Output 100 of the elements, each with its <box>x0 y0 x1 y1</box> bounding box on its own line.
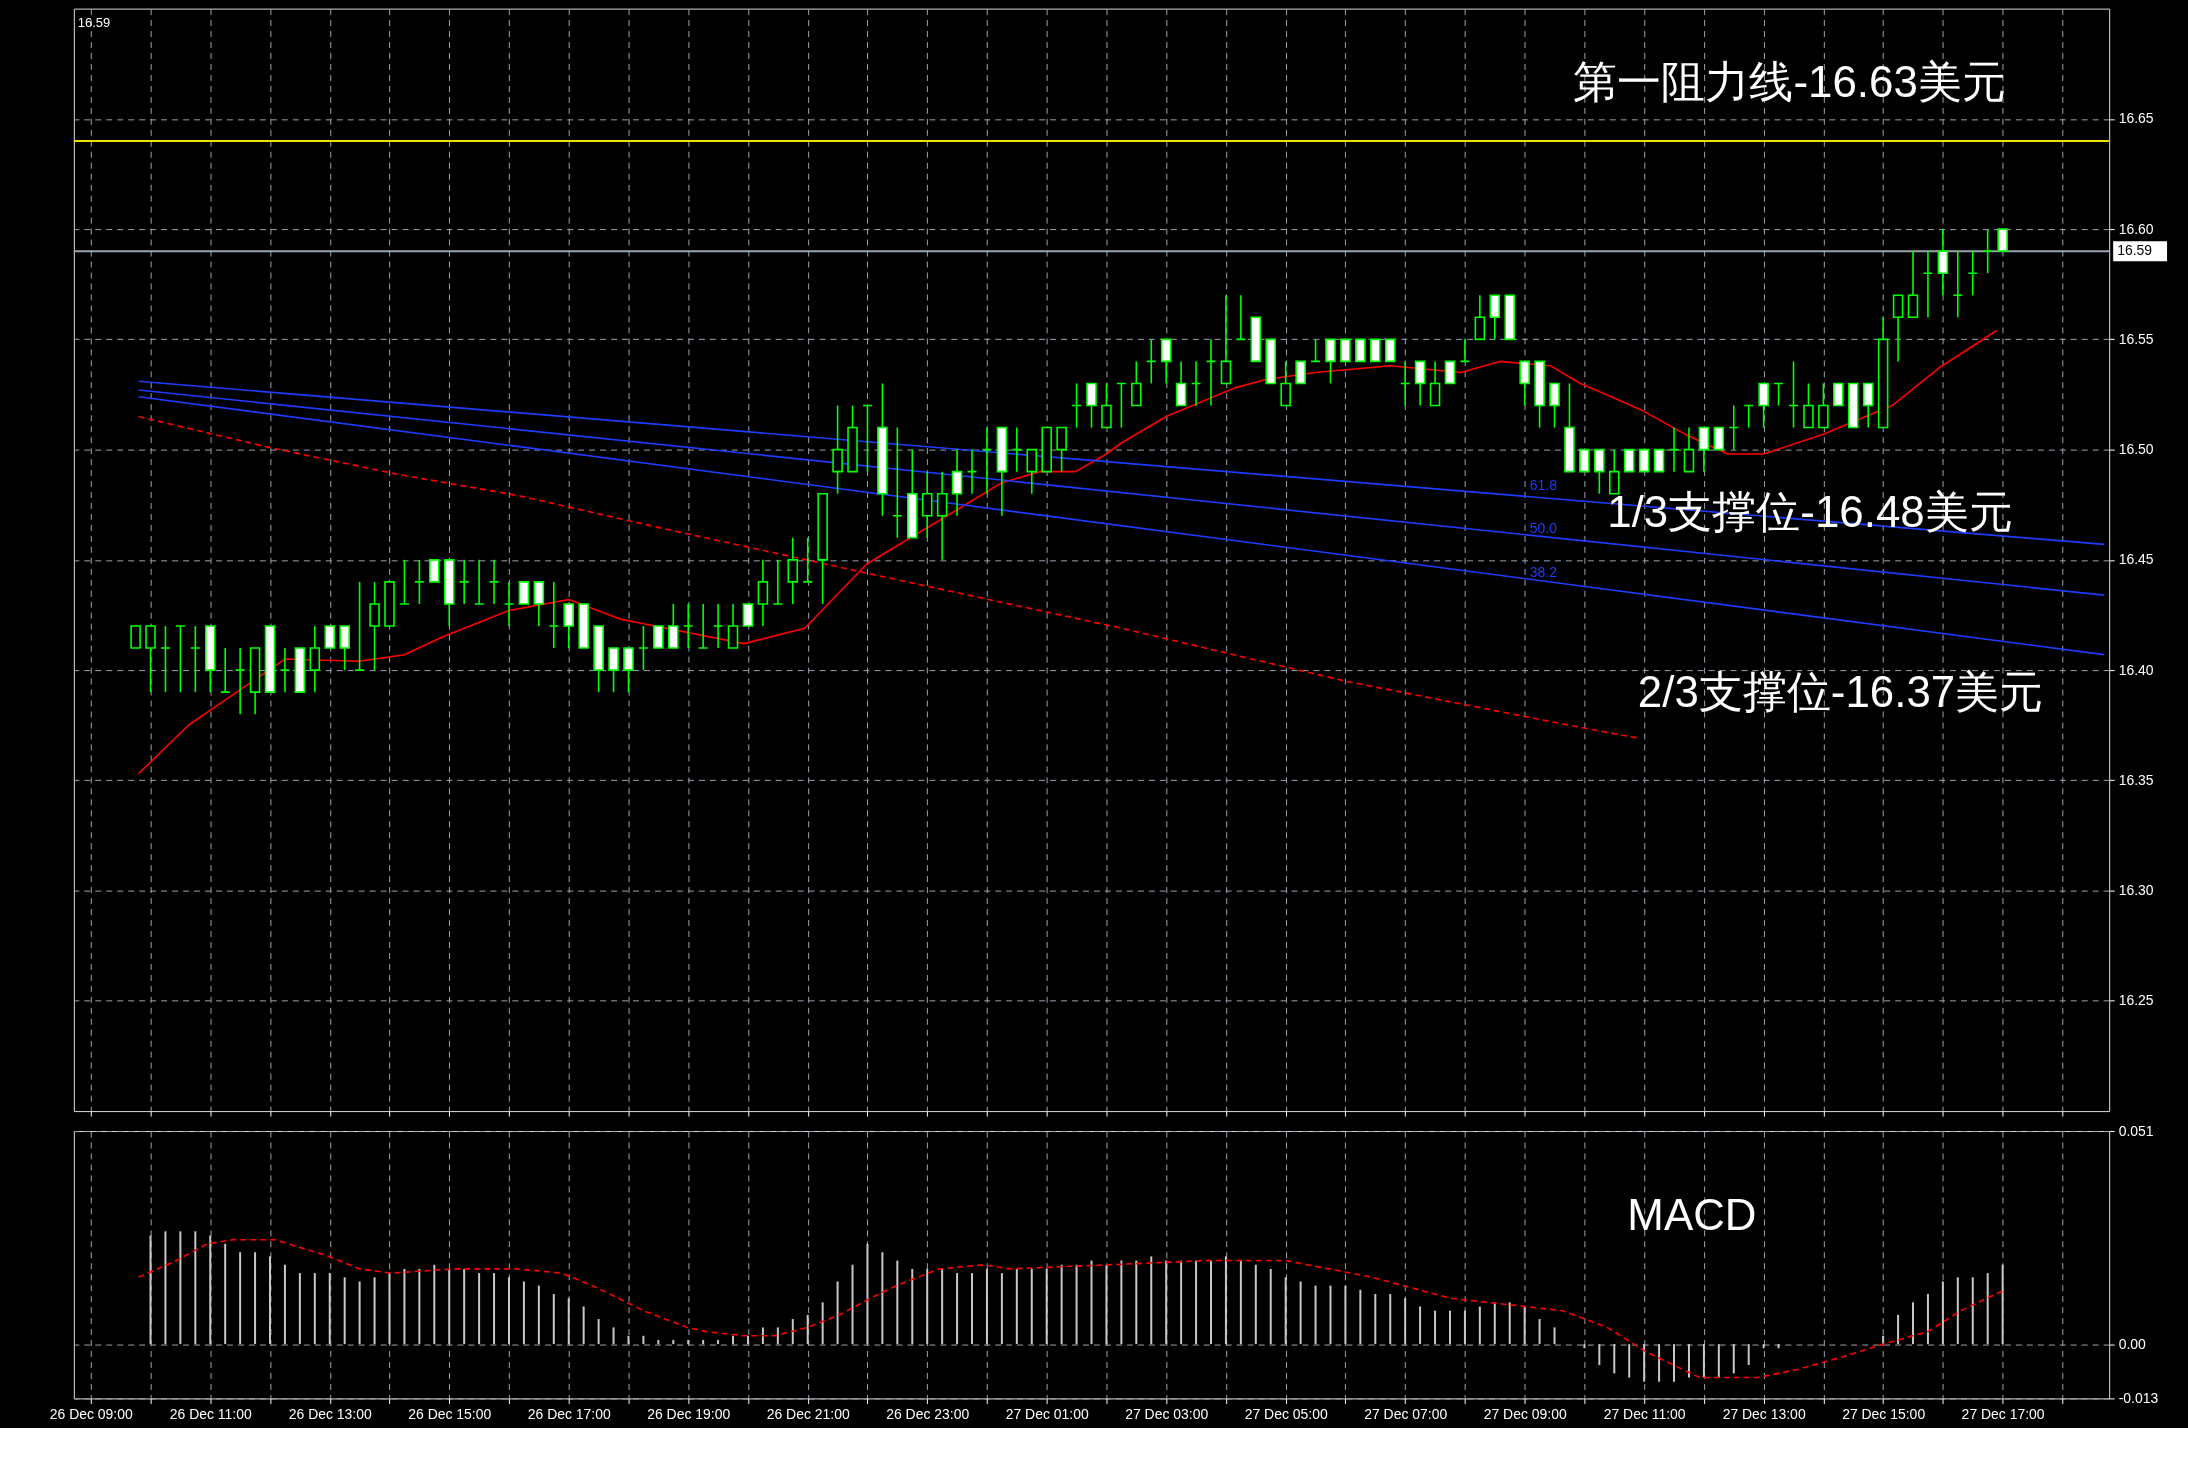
candlestick <box>1608 448 1620 495</box>
bar <box>1523 1306 1526 1345</box>
bar <box>537 1285 540 1345</box>
bar <box>612 1327 615 1345</box>
candlestick <box>623 647 634 693</box>
bar <box>1000 1273 1003 1345</box>
bar <box>1897 1314 1900 1345</box>
x-tick-label: 26 Dec 19:00 <box>647 1405 731 1422</box>
annotation: 第一阻力线-16.63美元 <box>1573 56 2006 106</box>
candlestick <box>533 581 545 627</box>
bar <box>1404 1298 1407 1345</box>
bar <box>941 1268 944 1345</box>
bar <box>328 1273 331 1345</box>
candlestick <box>1444 360 1456 385</box>
bar <box>582 1306 585 1345</box>
y-tick-label: 16.65 <box>2118 110 2154 127</box>
candlestick <box>1638 448 1650 473</box>
bar <box>493 1273 496 1345</box>
bar <box>254 1252 257 1345</box>
bar <box>209 1235 212 1345</box>
candlestick <box>369 581 380 671</box>
candlestick <box>1429 360 1441 407</box>
bar <box>1075 1264 1078 1345</box>
candlestick <box>936 470 948 561</box>
candlestick <box>1907 250 1919 319</box>
bar <box>1986 1273 1989 1345</box>
chart-title: 16.59 <box>77 14 111 30</box>
bar <box>1493 1302 1496 1345</box>
candlestick <box>1474 294 1486 341</box>
candlestick <box>1325 338 1336 385</box>
bar <box>164 1231 167 1345</box>
y-tick-label: 0.00 <box>2118 1335 2147 1352</box>
candlestick <box>1519 360 1530 407</box>
candlestick <box>145 625 156 693</box>
bar <box>1687 1344 1690 1378</box>
candlestick <box>1414 360 1426 407</box>
candlestick <box>1653 448 1665 473</box>
candlestick <box>1623 448 1635 473</box>
candlestick <box>324 625 336 649</box>
candlestick <box>832 404 843 495</box>
bar <box>373 1277 376 1345</box>
bar <box>791 1319 794 1345</box>
bar <box>1314 1285 1317 1345</box>
candlestick <box>1833 382 1844 407</box>
bar <box>1448 1310 1451 1345</box>
candlestick <box>309 625 321 693</box>
bar <box>985 1268 988 1345</box>
bar <box>1478 1306 1481 1345</box>
candlestick <box>1355 338 1366 363</box>
candlestick <box>1862 382 1874 429</box>
candlestick <box>1937 228 1949 297</box>
bar <box>657 1339 660 1345</box>
bar <box>1643 1344 1646 1382</box>
y-tick-label: 16.45 <box>2118 551 2154 568</box>
bar <box>821 1302 824 1345</box>
bar <box>1269 1268 1272 1345</box>
bar <box>627 1335 630 1345</box>
bar <box>1777 1344 1780 1349</box>
candlestick <box>1160 338 1172 385</box>
bar <box>1195 1260 1198 1345</box>
candlestick <box>1384 338 1396 363</box>
bar <box>1971 1277 1974 1345</box>
bar <box>776 1327 779 1345</box>
x-tick-label: 27 Dec 15:00 <box>1842 1405 1926 1422</box>
candlestick <box>921 470 933 539</box>
x-tick-label: 26 Dec 13:00 <box>288 1405 372 1422</box>
candlestick <box>1220 294 1232 385</box>
bar <box>283 1264 286 1345</box>
bar <box>1329 1285 1332 1345</box>
candlestick <box>1549 382 1560 429</box>
candlestick <box>130 625 141 649</box>
bar <box>1762 1344 1765 1349</box>
candlestick <box>1892 294 1904 363</box>
candlestick <box>518 581 530 605</box>
candlestick <box>1086 382 1097 429</box>
candlestick <box>1997 228 2008 252</box>
x-tick-label: 27 Dec 09:00 <box>1483 1405 1567 1422</box>
x-tick-label: 26 Dec 09:00 <box>49 1405 133 1422</box>
ref-line-label: 16.59 <box>2117 242 2153 259</box>
bar <box>239 1252 242 1345</box>
candlestick <box>1295 360 1306 385</box>
bar <box>463 1268 466 1345</box>
bar <box>1165 1260 1168 1345</box>
bar <box>1732 1344 1735 1374</box>
candlestick <box>1131 360 1142 407</box>
candlestick <box>653 625 664 649</box>
y-tick-label: 16.35 <box>2118 771 2154 788</box>
x-tick-label: 27 Dec 13:00 <box>1722 1405 1806 1422</box>
annotation: MACD <box>1627 1189 1757 1239</box>
bar <box>1105 1264 1108 1345</box>
bar <box>418 1268 421 1345</box>
annotation: 38.2 <box>1529 564 1558 581</box>
candlestick <box>1340 338 1351 363</box>
y-tick-label: 16.40 <box>2118 661 2154 678</box>
bar <box>866 1243 869 1345</box>
candlestick <box>1579 448 1590 473</box>
bar <box>507 1277 510 1345</box>
x-tick-label: 27 Dec 05:00 <box>1244 1405 1328 1422</box>
bar <box>746 1335 749 1345</box>
y-tick-label: 16.55 <box>2118 330 2154 347</box>
